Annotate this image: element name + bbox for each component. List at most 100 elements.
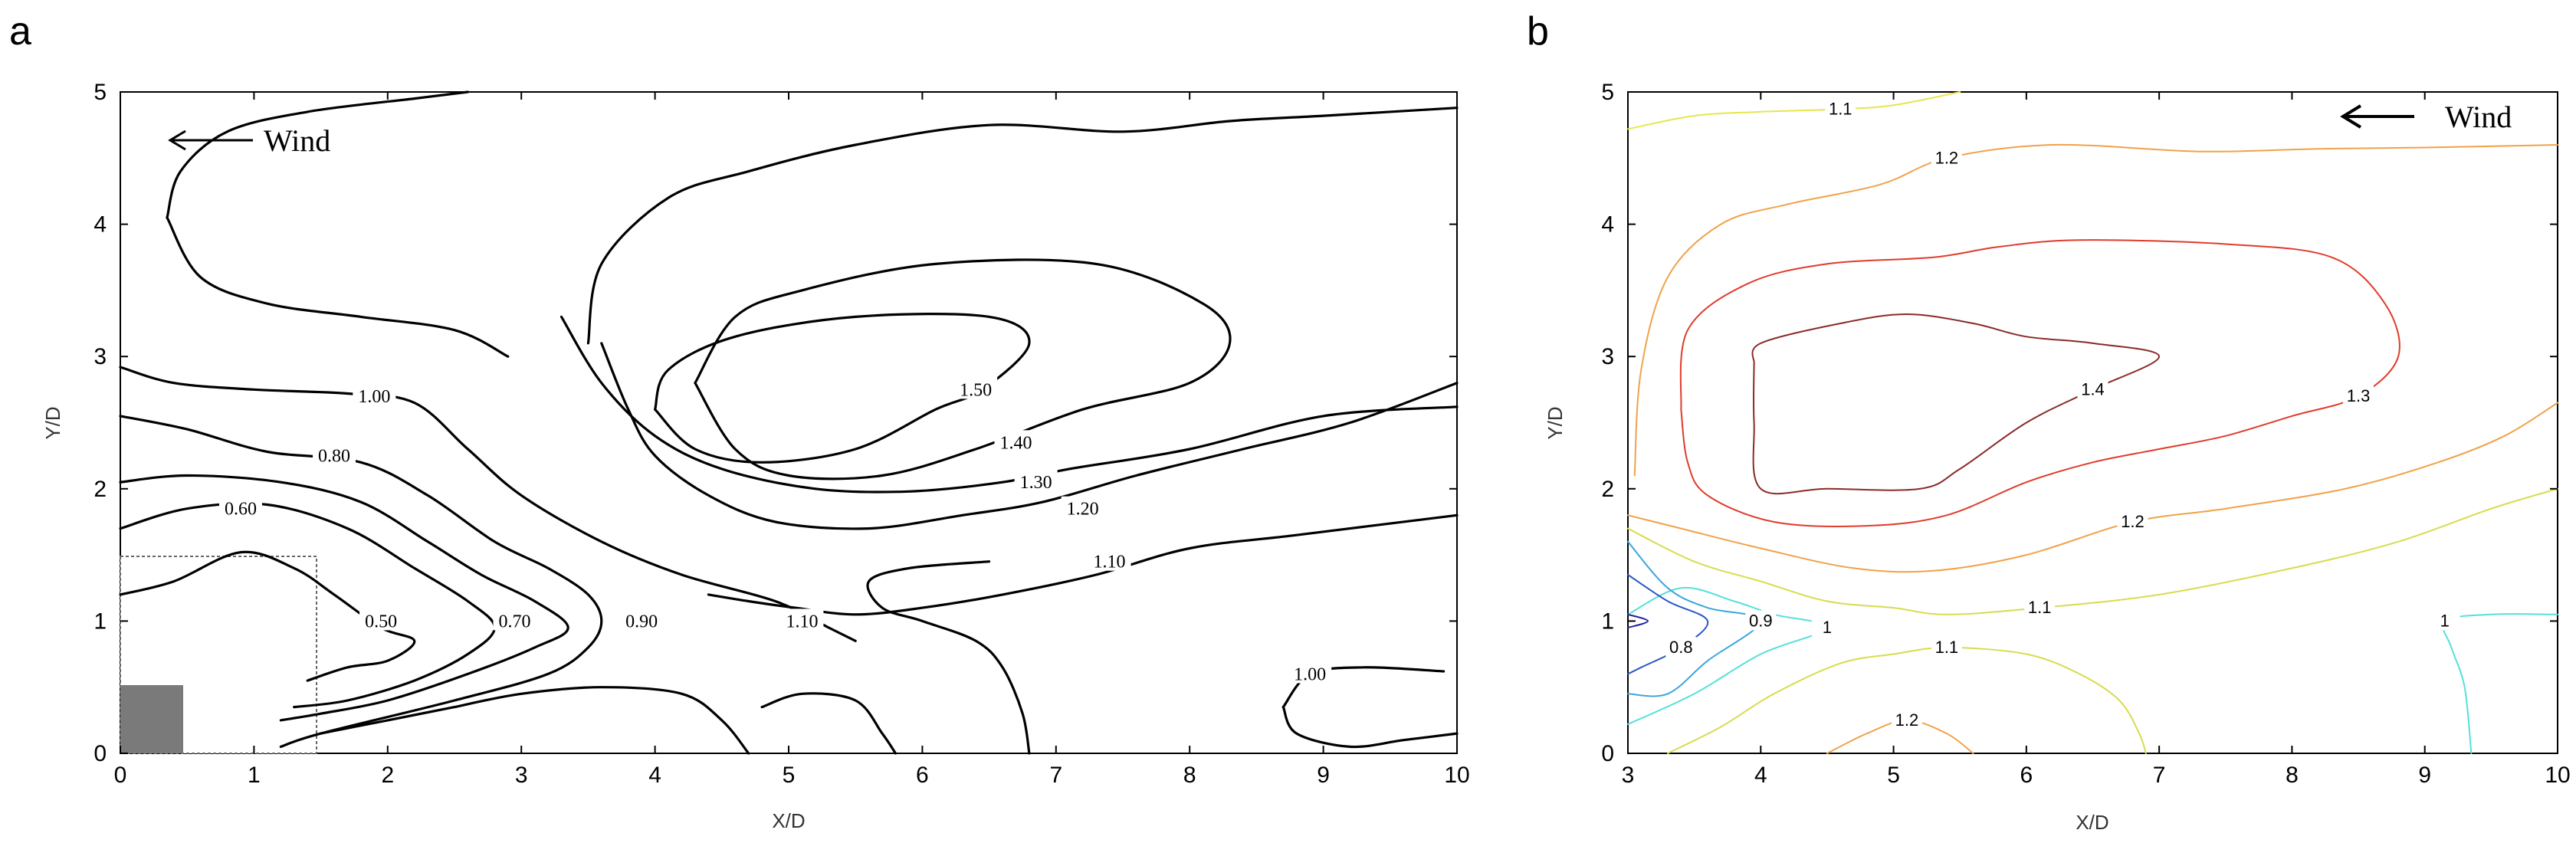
x-tick-label: 8 bbox=[1183, 763, 1196, 788]
contour-line bbox=[1627, 574, 1709, 675]
y-tick-label: 0 bbox=[94, 741, 107, 766]
contour-label: 0.80 bbox=[318, 447, 350, 467]
contour-label-bg bbox=[359, 608, 403, 631]
contour-label: 1.2 bbox=[1895, 710, 1919, 730]
panel-b-label: b bbox=[1527, 9, 1549, 54]
contour-label-bg bbox=[1931, 636, 1962, 657]
contour-label-bg bbox=[2429, 610, 2460, 631]
panel-a-wind-annotation: Wind bbox=[168, 123, 330, 158]
contour-line bbox=[1281, 666, 1446, 709]
contour-label: 1.20 bbox=[1067, 500, 1099, 520]
contour-label: 0.70 bbox=[498, 612, 530, 631]
panel-a-x-ticks: 0 1 2 3 4 5 6 7 8 9 10 bbox=[114, 92, 1470, 788]
contour-line bbox=[1667, 646, 2147, 754]
contour-label-bg bbox=[1891, 709, 1922, 730]
panel-b: b 1.1 1.2 1.3 1.4 1.2 1.1 1 0.9 0.8 1.1 1 1.2 3 4 5 6 7… bbox=[1527, 9, 2571, 834]
contour-label-bg bbox=[353, 383, 396, 405]
contour-line bbox=[586, 107, 1459, 345]
y-tick-label: 3 bbox=[1601, 344, 1614, 369]
panel-b-x-ticks: 3 4 5 6 7 8 9 10 bbox=[1622, 92, 2571, 788]
panel-a-y-axis-label: Y/D bbox=[41, 406, 64, 439]
contour-label: 1.1 bbox=[1935, 638, 1959, 657]
building-block bbox=[120, 685, 183, 753]
contour-line bbox=[707, 513, 1459, 616]
contour-line bbox=[560, 315, 1459, 494]
contour-label-bg bbox=[2077, 379, 2108, 399]
contour-label: 1.1 bbox=[2028, 598, 2052, 617]
contour-label: 1.30 bbox=[1020, 473, 1052, 493]
panel-b-y-ticks: 0 1 2 3 4 5 bbox=[1601, 80, 2558, 766]
contour-label: 1.40 bbox=[999, 433, 1032, 453]
contour-line bbox=[1751, 313, 2161, 495]
contour-label-bg bbox=[313, 443, 356, 465]
x-tick-label: 10 bbox=[1444, 763, 1469, 788]
panel-a-plot-frame bbox=[120, 91, 1458, 754]
x-tick-label: 8 bbox=[2286, 763, 2299, 788]
contour-label: 1.50 bbox=[960, 380, 992, 400]
x-tick-label: 7 bbox=[1049, 763, 1062, 788]
contour-label-bg bbox=[2117, 510, 2148, 531]
contour-label-bg bbox=[218, 496, 262, 518]
x-tick-label: 9 bbox=[1317, 763, 1330, 788]
panel-a-wind-label: Wind bbox=[264, 123, 330, 158]
contour-label: 1.4 bbox=[2081, 379, 2105, 399]
contour-line bbox=[1627, 91, 1961, 130]
contour-label: 1.1 bbox=[1829, 99, 1852, 118]
contour-line bbox=[166, 90, 469, 219]
contour-line bbox=[866, 560, 1031, 755]
y-tick-label: 0 bbox=[1601, 741, 1614, 766]
x-tick-label: 10 bbox=[2545, 763, 2570, 788]
contour-line bbox=[453, 686, 750, 755]
y-tick-label: 4 bbox=[94, 212, 107, 238]
contour-label-bg bbox=[780, 608, 824, 631]
contour-line bbox=[119, 366, 857, 642]
panel-a-x-axis-label: X/D bbox=[772, 809, 805, 832]
contour-line bbox=[119, 550, 416, 682]
contour-label-bg bbox=[1061, 496, 1104, 518]
x-tick-label: 3 bbox=[1622, 763, 1635, 788]
contour-label-bg bbox=[1088, 549, 1131, 571]
contour-label: 1 bbox=[1823, 618, 1832, 637]
panel-a: a 1.000.800.600.50 0.70 0.90 1.101.501.401.… bbox=[9, 9, 1470, 832]
x-tick-label: 4 bbox=[1754, 763, 1767, 788]
x-tick-label: 0 bbox=[114, 763, 127, 788]
x-tick-label: 6 bbox=[2020, 763, 2033, 788]
contour-label-bg bbox=[1014, 470, 1058, 492]
contour-line bbox=[1627, 540, 1762, 697]
contour-line bbox=[1633, 143, 2558, 477]
y-tick-label: 2 bbox=[94, 477, 107, 502]
contour-label: 0.50 bbox=[365, 612, 397, 631]
contour-label-bg bbox=[1811, 617, 1843, 638]
x-tick-label: 7 bbox=[2153, 763, 2166, 788]
x-tick-label: 5 bbox=[1887, 763, 1900, 788]
panel-b-y-axis-label: Y/D bbox=[1544, 406, 1567, 439]
contour-label-bg bbox=[1665, 636, 1697, 657]
contour-label: 1.2 bbox=[1935, 148, 1959, 167]
contour-line bbox=[1627, 586, 1828, 725]
x-tick-label: 9 bbox=[2418, 763, 2431, 788]
contour-label: 1.00 bbox=[358, 387, 390, 407]
y-tick-label: 5 bbox=[1601, 80, 1614, 105]
contour-label: 0.60 bbox=[225, 500, 257, 520]
contour-label: 1.10 bbox=[786, 612, 818, 631]
contour-label: 1.10 bbox=[1094, 553, 1126, 572]
contour-label-bg bbox=[2024, 597, 2056, 618]
contour-label-bg bbox=[1931, 147, 1962, 168]
contour-line bbox=[1679, 239, 2400, 527]
panel-b-x-axis-label: X/D bbox=[2076, 811, 2108, 834]
contour-line bbox=[1627, 613, 1649, 628]
contour-line bbox=[166, 216, 510, 358]
panel-b-wind-annotation: Wind bbox=[2340, 100, 2512, 134]
x-tick-label: 4 bbox=[648, 763, 661, 788]
panel-b-contour-labels: 1.1 1.2 1.3 1.4 1.2 1.1 1 0.9 0.8 1.1 1 1.2 bbox=[1665, 98, 2460, 730]
contour-line bbox=[1281, 706, 1459, 749]
contour-label-bg bbox=[2343, 385, 2374, 405]
contour-label-bg bbox=[620, 608, 664, 631]
contour-label: 0.90 bbox=[625, 612, 658, 631]
contour-label: 0.8 bbox=[1669, 638, 1693, 657]
contour-label: 1.2 bbox=[2121, 512, 2144, 531]
contour-label-bg bbox=[994, 430, 1038, 452]
x-tick-label: 3 bbox=[515, 763, 528, 788]
y-tick-label: 5 bbox=[94, 80, 107, 105]
